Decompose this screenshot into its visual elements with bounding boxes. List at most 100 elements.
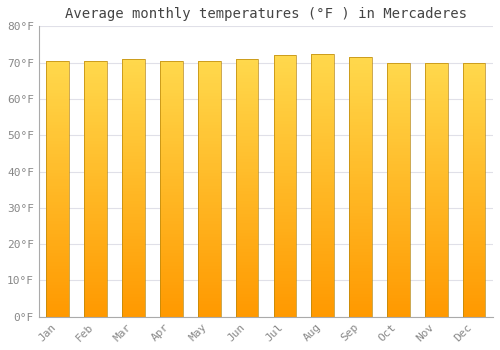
Bar	[198, 253, 220, 256]
Bar	[84, 86, 107, 90]
Bar	[425, 222, 448, 225]
Bar	[84, 227, 107, 230]
Bar	[463, 215, 485, 218]
Bar	[198, 93, 220, 96]
Bar	[160, 246, 182, 250]
Bar	[160, 192, 182, 195]
Bar	[387, 85, 410, 88]
Bar	[84, 141, 107, 144]
Bar	[387, 282, 410, 285]
Bar	[160, 275, 182, 278]
Bar	[122, 130, 145, 133]
Bar	[274, 118, 296, 121]
Bar	[349, 164, 372, 168]
Bar	[84, 179, 107, 182]
Bar	[160, 240, 182, 243]
Bar	[349, 161, 372, 164]
Bar	[84, 118, 107, 121]
Bar	[46, 157, 69, 160]
Bar	[425, 218, 448, 222]
Bar	[274, 199, 296, 202]
Bar	[312, 86, 334, 90]
Bar	[236, 230, 258, 233]
Bar	[463, 285, 485, 288]
Bar	[387, 101, 410, 104]
Bar	[122, 243, 145, 246]
Bar	[387, 94, 410, 98]
Bar	[160, 301, 182, 304]
Bar	[84, 61, 107, 317]
Bar	[463, 75, 485, 78]
Bar	[236, 136, 258, 140]
Bar	[160, 195, 182, 198]
Bar	[387, 244, 410, 247]
Bar	[198, 99, 220, 103]
Bar	[425, 228, 448, 231]
Bar	[122, 143, 145, 146]
Bar	[463, 222, 485, 225]
Bar	[122, 85, 145, 88]
Bar	[46, 67, 69, 70]
Bar	[84, 176, 107, 179]
Bar	[312, 54, 334, 317]
Bar	[160, 77, 182, 80]
Bar	[84, 70, 107, 74]
Bar	[84, 224, 107, 227]
Title: Average monthly temperatures (°F ) in Mercaderes: Average monthly temperatures (°F ) in Me…	[65, 7, 467, 21]
Bar	[274, 62, 296, 65]
Bar	[312, 221, 334, 225]
Bar	[122, 59, 145, 317]
Bar	[198, 227, 220, 230]
Bar	[349, 128, 372, 132]
Bar	[312, 225, 334, 228]
Bar	[198, 83, 220, 86]
Bar	[198, 106, 220, 109]
Bar	[84, 230, 107, 233]
Bar	[387, 126, 410, 129]
Bar	[312, 241, 334, 244]
Bar	[349, 148, 372, 151]
Bar	[84, 250, 107, 253]
Bar	[349, 57, 372, 61]
Bar	[160, 109, 182, 112]
Bar	[46, 291, 69, 294]
Bar	[274, 258, 296, 261]
Bar	[425, 292, 448, 295]
Bar	[387, 69, 410, 72]
Bar	[425, 314, 448, 317]
Bar	[84, 83, 107, 86]
Bar	[84, 202, 107, 205]
Bar	[198, 288, 220, 291]
Bar	[425, 117, 448, 120]
Bar	[122, 210, 145, 214]
Bar	[463, 282, 485, 285]
Bar	[274, 173, 296, 176]
Bar	[387, 136, 410, 139]
Bar	[312, 198, 334, 202]
Bar	[274, 137, 296, 140]
Bar	[425, 120, 448, 123]
Bar	[387, 231, 410, 234]
Bar	[236, 94, 258, 98]
Bar	[425, 215, 448, 218]
Bar	[122, 188, 145, 191]
Bar	[236, 275, 258, 278]
Bar	[46, 150, 69, 154]
Bar	[236, 204, 258, 207]
Bar	[387, 272, 410, 275]
Bar	[349, 174, 372, 177]
Bar	[387, 152, 410, 155]
Bar	[84, 77, 107, 80]
Bar	[463, 225, 485, 228]
Bar	[198, 246, 220, 250]
Bar	[122, 291, 145, 294]
Bar	[122, 226, 145, 230]
Bar	[425, 202, 448, 205]
Bar	[425, 231, 448, 234]
Bar	[274, 189, 296, 193]
Bar	[46, 259, 69, 262]
Bar	[198, 259, 220, 262]
Bar	[387, 78, 410, 82]
Bar	[160, 233, 182, 237]
Bar	[122, 78, 145, 82]
